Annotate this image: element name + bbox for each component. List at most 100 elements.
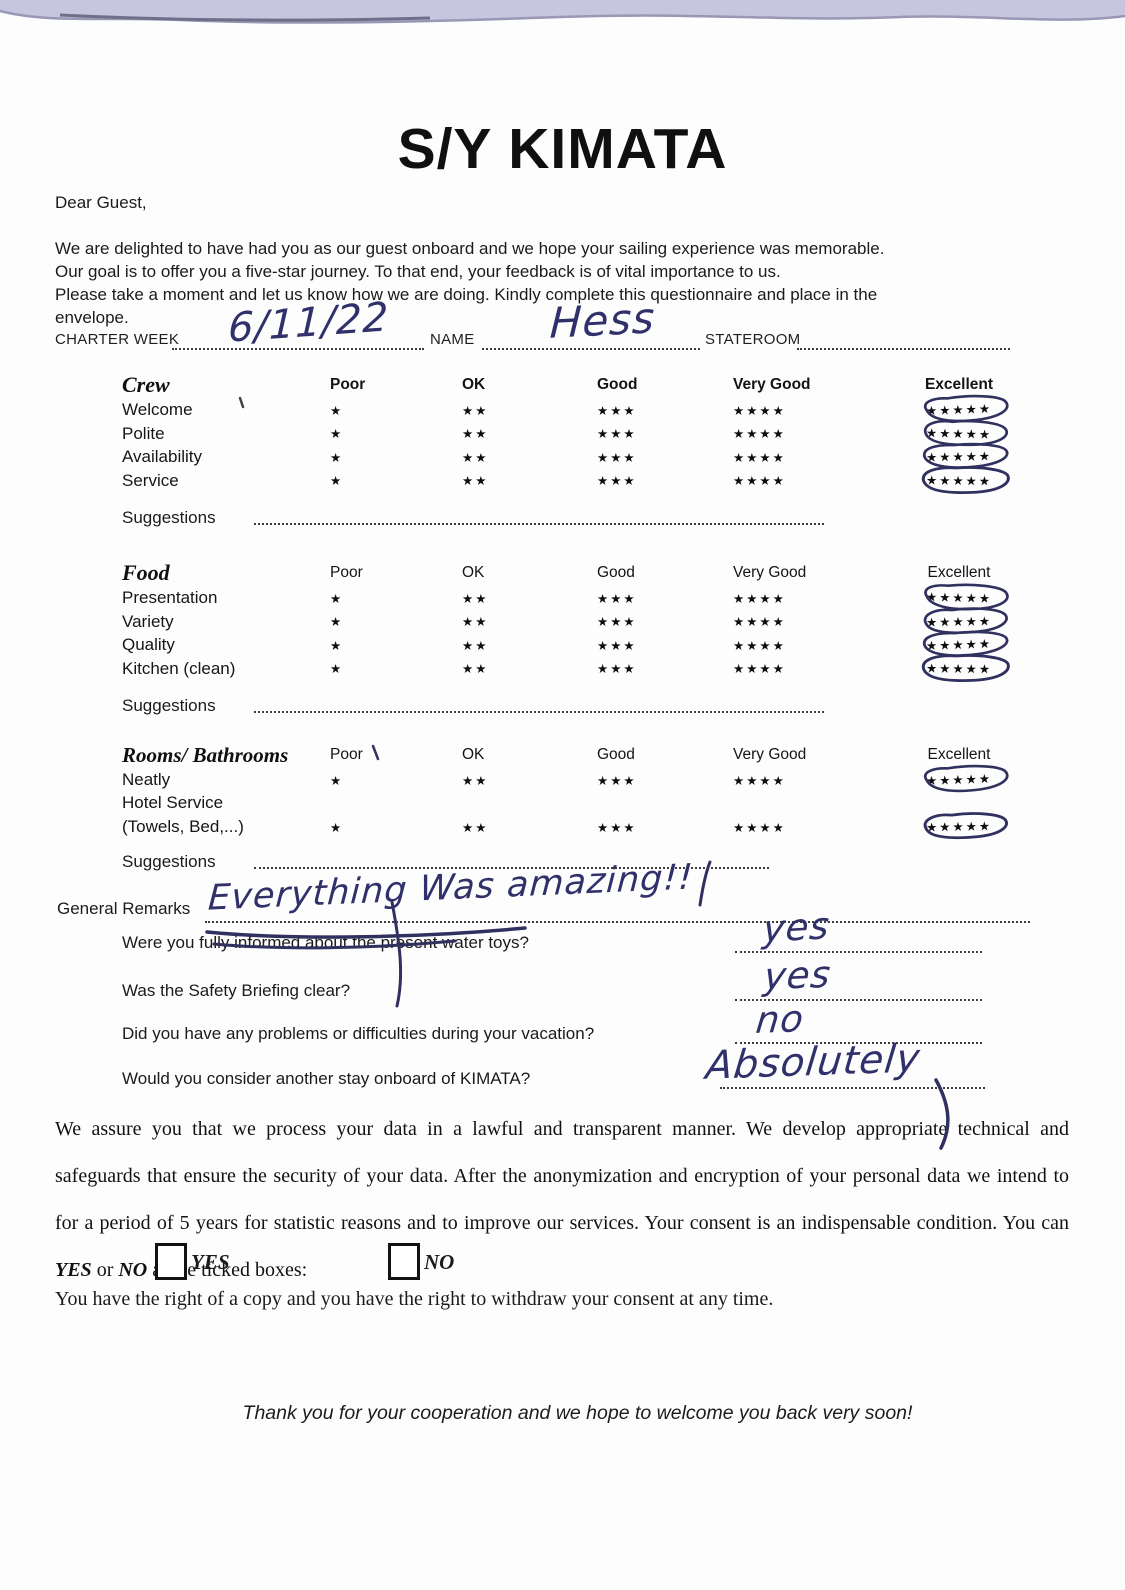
no-word: NO bbox=[118, 1259, 148, 1281]
column-header-excellent: Excellent bbox=[927, 564, 991, 581]
circled-excellent-rating[interactable]: ★★★★★ bbox=[920, 442, 1009, 470]
rating-option-ok[interactable]: ★★ bbox=[462, 662, 489, 676]
excellent-stars: ★★★★★ bbox=[925, 401, 993, 419]
rating-option-good[interactable]: ★★★ bbox=[597, 773, 637, 788]
scan-artifact-band bbox=[0, 0, 1125, 24]
rating-option-poor[interactable]: ★ bbox=[330, 662, 344, 676]
circled-excellent-rating[interactable]: ★★★★★ bbox=[920, 812, 1008, 840]
row-label: Quality bbox=[122, 635, 175, 654]
excellent-stars: ★★★★★ bbox=[925, 636, 993, 654]
rating-option-good[interactable]: ★★★ bbox=[597, 403, 637, 418]
charter-week-field[interactable] bbox=[172, 348, 424, 350]
column-header-very-good: Very Good bbox=[733, 564, 807, 581]
rating-option-ok[interactable]: ★★ bbox=[462, 427, 489, 441]
rating-option-good[interactable]: ★★★ bbox=[597, 474, 637, 488]
circled-excellent-rating[interactable]: ★★★★★ bbox=[920, 764, 1009, 794]
excellent-stars: ★★★★★ bbox=[925, 425, 993, 442]
rating-option-very-good[interactable]: ★★★★ bbox=[733, 638, 786, 653]
rating-option-ok[interactable]: ★★ bbox=[462, 474, 489, 488]
rating-option-poor[interactable]: ★ bbox=[330, 427, 344, 441]
stateroom-label: STATEROOM bbox=[705, 331, 801, 348]
suggestions-field[interactable] bbox=[253, 523, 824, 525]
suggestions-field[interactable] bbox=[253, 711, 824, 713]
rating-option-good[interactable]: ★★★ bbox=[597, 591, 637, 606]
page-title: S/Y KIMATA bbox=[397, 117, 728, 181]
rating-option-very-good[interactable]: ★★★★ bbox=[733, 615, 786, 629]
answer-field[interactable] bbox=[735, 1042, 982, 1044]
rating-option-ok[interactable]: ★★ bbox=[462, 403, 489, 418]
answer-handwritten-value: yes bbox=[761, 904, 832, 951]
circled-excellent-rating[interactable]: ★★★★★ bbox=[920, 465, 1010, 494]
rating-option-good[interactable]: ★★★ bbox=[597, 820, 637, 835]
answer-handwritten-value: Absolutely bbox=[703, 1036, 923, 1089]
suggestions-field[interactable] bbox=[253, 867, 769, 869]
rating-option-ok[interactable]: ★★ bbox=[462, 591, 489, 606]
charter-week-label: CHARTER WEEK bbox=[55, 331, 180, 348]
rating-option-poor[interactable]: ★ bbox=[330, 820, 344, 835]
rating-option-good[interactable]: ★★★ bbox=[597, 662, 637, 676]
rating-option-poor[interactable]: ★ bbox=[330, 638, 344, 653]
circled-excellent-rating[interactable]: ★★★★★ bbox=[920, 419, 1009, 446]
rating-option-very-good[interactable]: ★★★★ bbox=[733, 403, 786, 418]
rating-option-very-good[interactable]: ★★★★ bbox=[733, 773, 786, 788]
row-label: Kitchen (clean) bbox=[122, 658, 236, 678]
excellent-stars: ★★★★★ bbox=[925, 473, 993, 488]
circled-excellent-rating[interactable]: ★★★★★ bbox=[920, 394, 1009, 424]
no-checkbox[interactable] bbox=[388, 1243, 420, 1280]
rating-option-poor[interactable]: ★ bbox=[330, 474, 344, 488]
name-field[interactable] bbox=[482, 348, 700, 350]
column-header-ok: OK bbox=[462, 376, 486, 393]
rating-option-very-good[interactable]: ★★★★ bbox=[733, 474, 786, 488]
rating-option-good[interactable]: ★★★ bbox=[597, 615, 637, 629]
table-row: Hotel Service bbox=[122, 792, 1002, 816]
rating-option-poor[interactable]: ★ bbox=[330, 591, 344, 606]
rating-option-poor[interactable]: ★ bbox=[330, 773, 344, 788]
rating-option-good[interactable]: ★★★ bbox=[597, 450, 637, 465]
table-row: Presentation ★ ★★ ★★★ ★★★★ ★★★★★ bbox=[122, 583, 1009, 611]
rating-option-good[interactable]: ★★★ bbox=[597, 427, 637, 441]
circled-excellent-rating[interactable]: ★★★★★ bbox=[920, 583, 1009, 611]
rating-option-very-good[interactable]: ★★★★ bbox=[733, 662, 786, 676]
row-label: Neatly bbox=[122, 770, 171, 789]
consent-line: We assure you that we process your data … bbox=[55, 1118, 1069, 1140]
question-problems: Did you have any problems or difficultie… bbox=[122, 1024, 595, 1043]
answer-field[interactable] bbox=[720, 1087, 985, 1089]
rating-option-ok[interactable]: ★★ bbox=[462, 450, 489, 465]
rating-option-very-good[interactable]: ★★★★ bbox=[733, 450, 786, 465]
rating-option-very-good[interactable]: ★★★★ bbox=[733, 427, 786, 441]
consent-line: for a period of 5 years for statistic re… bbox=[55, 1212, 1069, 1234]
column-header-ok: OK bbox=[462, 746, 485, 763]
rating-option-ok[interactable]: ★★ bbox=[462, 615, 489, 629]
circled-excellent-rating[interactable]: ★★★★★ bbox=[920, 606, 1008, 635]
consent-line: YES or NO at the ticked boxes: bbox=[55, 1247, 1069, 1294]
rating-option-ok[interactable]: ★★ bbox=[462, 773, 489, 788]
column-header-good: Good bbox=[597, 746, 635, 763]
general-remarks-label: General Remarks bbox=[57, 899, 191, 918]
intro-line: Our goal is to offer you a five-star jou… bbox=[55, 262, 781, 281]
rating-option-good[interactable]: ★★★ bbox=[597, 638, 637, 653]
row-label: (Towels, Bed,...) bbox=[122, 817, 244, 836]
intro-paragraph: We are delighted to have had you as our … bbox=[55, 237, 955, 329]
rating-option-ok[interactable]: ★★ bbox=[462, 820, 489, 835]
circled-excellent-rating[interactable]: ★★★★★ bbox=[920, 630, 1009, 659]
consent-line: safeguards that ensure the security of y… bbox=[55, 1165, 1069, 1187]
rooms-section-title: Rooms/ Bathrooms bbox=[122, 742, 289, 767]
rating-option-ok[interactable]: ★★ bbox=[462, 638, 489, 653]
table-row: Service ★ ★★ ★★★ ★★★★ ★★★★★ bbox=[122, 465, 1010, 494]
rating-option-poor[interactable]: ★ bbox=[330, 403, 344, 418]
general-remarks-field[interactable] bbox=[205, 921, 1030, 923]
stateroom-field[interactable] bbox=[797, 348, 1010, 350]
table-row: Variety ★ ★★ ★★★ ★★★★ ★★★★★ bbox=[122, 606, 1008, 635]
answer-field[interactable] bbox=[735, 999, 982, 1001]
name-handwritten-value: Hess bbox=[548, 293, 657, 348]
rating-option-very-good[interactable]: ★★★★ bbox=[733, 820, 786, 835]
excellent-stars: ★★★★★ bbox=[925, 819, 993, 835]
circled-excellent-rating[interactable]: ★★★★★ bbox=[920, 653, 1010, 682]
table-row: Kitchen (clean) ★ ★★ ★★★ ★★★★ ★★★★★ bbox=[122, 653, 1010, 682]
table-row: Polite ★ ★★ ★★★ ★★★★ ★★★★★ bbox=[122, 419, 1009, 446]
rating-option-poor[interactable]: ★ bbox=[330, 615, 344, 629]
yes-checkbox[interactable] bbox=[155, 1243, 187, 1280]
rating-option-very-good[interactable]: ★★★★ bbox=[733, 591, 786, 606]
rating-option-poor[interactable]: ★ bbox=[330, 450, 344, 465]
answer-field[interactable] bbox=[735, 951, 982, 953]
